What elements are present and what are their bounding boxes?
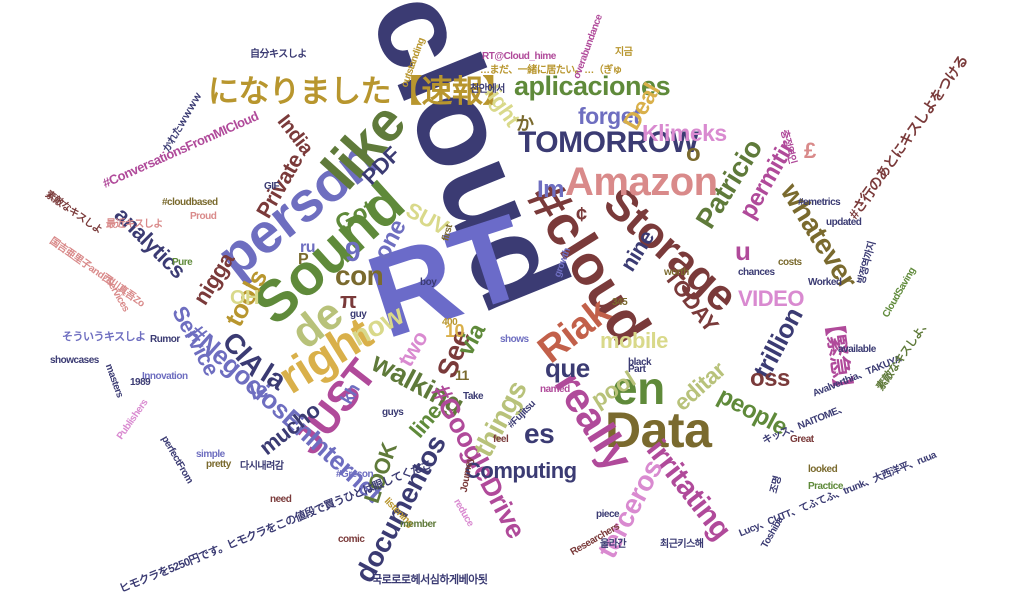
word-cloud-word: guy	[350, 309, 367, 320]
word-cloud-word: updated	[826, 217, 862, 228]
word-cloud-word: GIF	[264, 181, 280, 192]
word-cloud-word: oss	[750, 365, 790, 392]
word-cloud-word: costs	[778, 257, 802, 268]
word-cloud-word: perfectFrom	[158, 434, 195, 486]
word-cloud-word: Proud	[190, 211, 217, 222]
word-cloud-word: #emetrics	[798, 197, 841, 208]
word-cloud-word: 345	[612, 297, 628, 308]
word-cloud-word: Worked	[808, 277, 842, 288]
word-cloud-word: 울라간	[600, 539, 627, 550]
word-cloud-word: Rumor	[150, 334, 180, 345]
word-cloud-word: #cloudbased	[162, 197, 218, 208]
word-cloud-word: 1989	[130, 377, 151, 388]
word-cloud-word: 방정역까지	[856, 240, 879, 286]
word-cloud-word: #Grecon	[336, 469, 374, 480]
word-cloud-word: Great	[790, 434, 814, 445]
word-cloud-word: Lucy、CUTT、てふてふ、trunk、大西洋平、ruua	[737, 449, 938, 540]
word-cloud-word: pretty	[206, 459, 231, 470]
word-cloud-word: available	[838, 344, 876, 355]
word-cloud-word: o	[686, 140, 701, 167]
word-cloud-word: CloudSaving	[880, 265, 919, 320]
word-cloud-word: showcases	[50, 355, 99, 366]
word-cloud-word: 10	[445, 321, 465, 341]
word-cloud-word: black	[628, 357, 652, 368]
word-cloud-word: 다시내려감	[240, 461, 284, 472]
word-cloud-word: need	[270, 494, 292, 505]
word-cloud-word: π	[340, 288, 357, 313]
word-cloud-word: ru	[300, 239, 316, 256]
word-cloud-word: en	[612, 362, 665, 414]
word-cloud-word: 11	[455, 367, 469, 383]
word-cloud-word: comic	[338, 534, 365, 545]
word-cloud-word: feel	[493, 434, 509, 445]
word-cloud-word: con	[335, 260, 384, 291]
word-cloud-word: worth	[664, 267, 689, 278]
word-cloud-word: 지금	[615, 47, 633, 58]
word-cloud-word: boy	[420, 277, 437, 288]
word-cloud-word: analytics	[109, 202, 191, 284]
word-cloud-word: member	[400, 519, 436, 530]
word-cloud-word: que	[545, 353, 590, 383]
word-cloud-word: 400	[442, 317, 458, 328]
word-cloud-word: Computing	[465, 458, 577, 483]
word-cloud-word: TOMORROW	[518, 126, 699, 159]
word-cloud-word: ¢	[576, 204, 587, 226]
word-cloud-word: OH	[230, 287, 260, 309]
word-cloud-word: mobile	[600, 328, 668, 353]
word-cloud-word: looked	[808, 464, 838, 475]
word-cloud-word: になりました【速報】	[208, 74, 514, 109]
word-cloud-word: 9	[345, 236, 361, 267]
word-cloud-word: guys	[382, 407, 404, 418]
word-cloud-word: Data	[605, 402, 712, 458]
word-cloud-word: 素敵なキスしよ、	[874, 317, 933, 393]
word-cloud-word: Publishers	[114, 397, 151, 442]
word-cloud-word: shows	[500, 334, 529, 345]
word-cloud-word: aplicaciones	[514, 71, 671, 101]
word-cloud-word: simple	[196, 449, 225, 460]
word-cloud-word: 천안에서	[470, 84, 505, 95]
word-cloud-word: か	[516, 114, 534, 134]
word-cloud-word: Part	[628, 364, 646, 375]
word-cloud-word: 自分キスしよ	[250, 49, 307, 60]
word-cloud-word: Klimeks	[642, 120, 727, 146]
word-cloud-word: 国吉亜里子and西川真吾Zo	[47, 235, 147, 310]
word-cloud-word: 素敵なキスしよ	[43, 189, 104, 237]
word-cloud-word: 국로로로헤서심하게베아됫	[372, 574, 488, 586]
word-cloud-word: Innovation	[142, 371, 188, 382]
word-cloud-word: masters	[102, 362, 126, 400]
word-cloud-word: 조명	[768, 475, 784, 495]
word-cloud-word: chances	[738, 267, 775, 278]
word-cloud-word: India	[272, 110, 318, 160]
word-cloud-word: そういうキスしよ	[62, 331, 146, 343]
word-cloud-word: named	[540, 384, 570, 395]
word-cloud-word: Im	[537, 176, 565, 203]
word-cloud-word: …まだ、一緒に居たい。…（ぎゅ	[480, 65, 622, 76]
word-cloud-word: 最近キスしよ	[106, 219, 163, 230]
word-cloud-word: u	[735, 236, 751, 266]
word-cloud-word: VIDEO	[738, 286, 804, 311]
word-cloud-word: P	[298, 251, 309, 268]
word-cloud-word: es	[524, 418, 555, 449]
word-cloud-word: piece	[596, 509, 620, 520]
word-cloud-word: £	[804, 138, 816, 163]
word-cloud-word: reduce	[451, 497, 476, 529]
word-cloud-word: #さ行のあとにキスしよをつける	[845, 52, 971, 222]
word-cloud-word: RT@Cloud_hime	[482, 51, 556, 62]
word-cloud-word: forget	[578, 103, 641, 129]
word-cloud-word: Amazon	[565, 160, 718, 204]
word-cloud-word: 최근키스해	[660, 539, 704, 550]
word-cloud-word: Practice	[808, 481, 843, 492]
word-cloud-word: Take	[463, 391, 484, 402]
word-cloud-word: Pure	[172, 257, 193, 268]
